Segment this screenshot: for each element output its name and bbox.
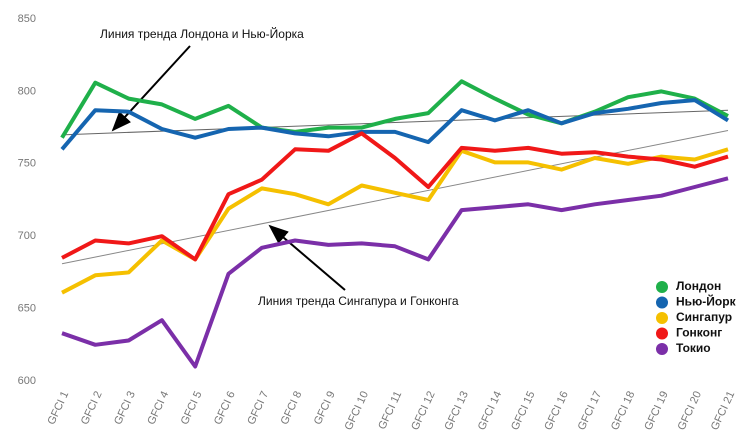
x-tick-label: GFCI 14 xyxy=(476,389,504,432)
x-tick-label: GFCI 1 xyxy=(45,389,71,426)
legend-marker xyxy=(656,327,668,340)
x-tick-label: GFCI 6 xyxy=(212,389,238,426)
y-tick-label: 600 xyxy=(18,375,36,387)
legend-label: Гонконг xyxy=(676,326,722,340)
y-tick-label: 700 xyxy=(18,230,36,242)
x-tick-label: GFCI 4 xyxy=(145,389,171,426)
series-line xyxy=(60,79,729,139)
y-tick-label: 850 xyxy=(18,13,36,25)
x-tick-label: GFCI 16 xyxy=(542,389,570,432)
x-tick-label: GFCI 13 xyxy=(443,389,471,432)
x-tick-label: GFCI 21 xyxy=(709,389,737,432)
series-line xyxy=(60,98,730,151)
x-tick-label: GFCI 10 xyxy=(343,389,371,432)
annotation: Линия тренда Сингапура и Гонконга xyxy=(258,294,459,308)
y-tick-label: 650 xyxy=(18,303,36,315)
legend-marker xyxy=(656,296,668,309)
series-line xyxy=(61,131,729,262)
y-tick-label: 800 xyxy=(18,85,36,97)
series-line xyxy=(61,147,729,295)
legend-marker xyxy=(656,343,668,355)
x-tick-label: GFCI 9 xyxy=(312,389,338,426)
arrow xyxy=(268,224,346,291)
x-tick-label: GFCI 17 xyxy=(576,389,604,432)
x-tick-label: GFCI 7 xyxy=(245,389,271,426)
legend-label: Нью-Йорк xyxy=(676,294,737,309)
trend-line xyxy=(61,130,729,265)
x-tick-label: GFCI 19 xyxy=(642,389,670,432)
legend-label: Сингапур xyxy=(676,310,732,324)
x-tick-label: GFCI 18 xyxy=(609,389,637,432)
x-tick-label: GFCI 5 xyxy=(179,389,205,426)
x-tick-label: GFCI 2 xyxy=(79,389,105,426)
x-tick-label: GFCI 12 xyxy=(409,389,437,432)
series-line xyxy=(61,176,729,369)
legend-marker xyxy=(656,312,668,324)
x-tick-label: GFCI 8 xyxy=(279,389,305,426)
y-tick-label: 750 xyxy=(18,158,36,170)
legend-label: Токио xyxy=(676,341,711,355)
x-tick-label: GFCI 11 xyxy=(376,389,404,431)
x-tick-label: GFCI 15 xyxy=(509,389,537,432)
x-tick-label: GFCI 3 xyxy=(112,389,138,426)
annotation: Линия тренда Лондона и Нью-Йорка xyxy=(100,26,304,41)
x-tick-label: GFCI 20 xyxy=(676,389,704,432)
legend-marker xyxy=(656,281,668,293)
legend-label: Лондон xyxy=(676,279,721,293)
arrow xyxy=(111,45,191,132)
